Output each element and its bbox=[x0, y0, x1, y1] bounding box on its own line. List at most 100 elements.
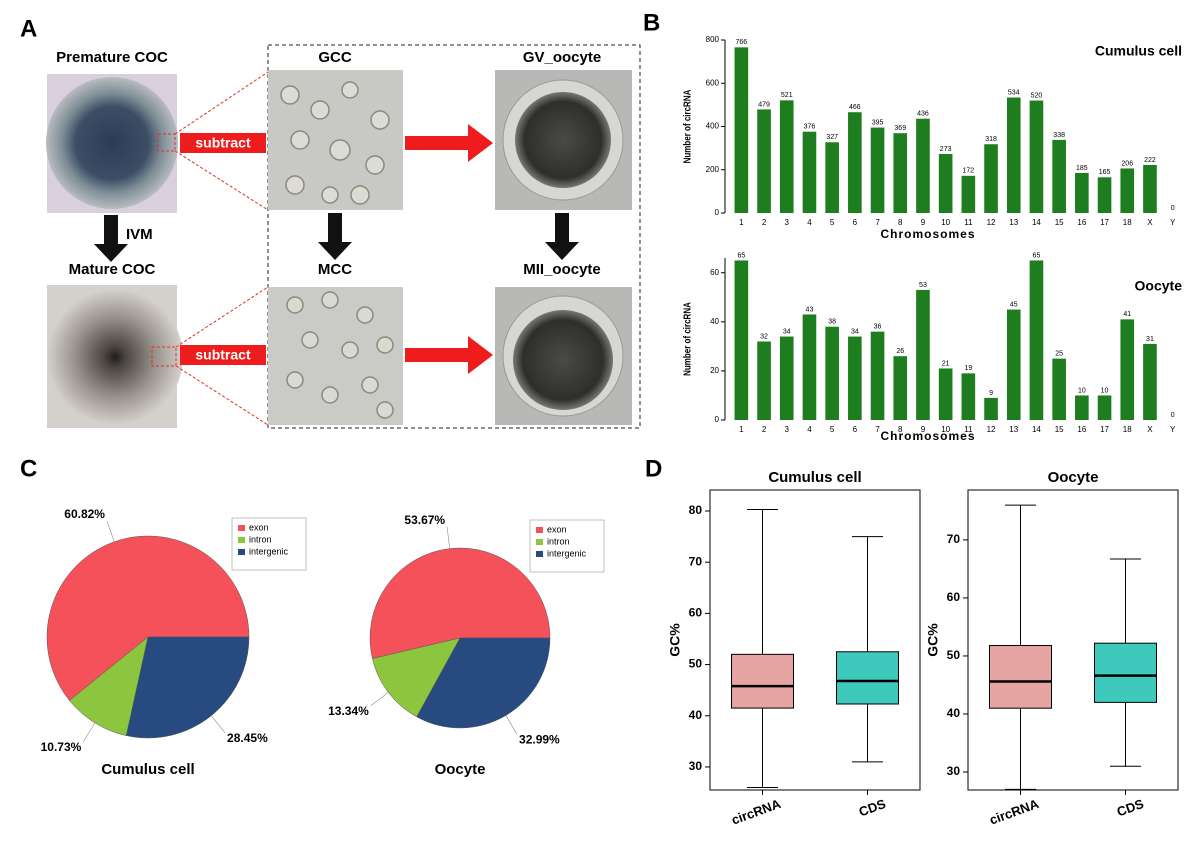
chart-title: Cumulus cell bbox=[768, 469, 861, 486]
x-tick-label: 5 bbox=[830, 218, 835, 227]
bar bbox=[848, 336, 862, 420]
leader bbox=[446, 526, 450, 549]
bar bbox=[1052, 139, 1066, 213]
box bbox=[731, 653, 794, 709]
x-tick-label: 8 bbox=[898, 218, 903, 227]
y-tick-label: 800 bbox=[706, 35, 720, 44]
value-label: 766 bbox=[736, 39, 748, 46]
x-tick-label: 15 bbox=[1055, 218, 1064, 227]
label: GV_oocyte bbox=[523, 49, 601, 66]
y-tick-label: 50 bbox=[947, 648, 961, 662]
bar bbox=[757, 109, 771, 213]
label: Mature COC bbox=[69, 261, 156, 278]
panel-label: A bbox=[20, 15, 37, 42]
value-label: 273 bbox=[940, 146, 952, 153]
x-tick-label: 6 bbox=[853, 425, 858, 434]
value-label: 32 bbox=[760, 333, 768, 340]
value-label: 466 bbox=[849, 104, 861, 111]
legend-label: exon bbox=[547, 524, 567, 534]
value-label: 36 bbox=[874, 323, 882, 330]
leader bbox=[106, 520, 115, 542]
bar bbox=[1120, 319, 1135, 420]
x-tick-label: 18 bbox=[1123, 218, 1132, 227]
legend-label: intergenic bbox=[249, 546, 289, 556]
value-label: 60.82% bbox=[64, 507, 105, 521]
panel-label: C bbox=[20, 455, 37, 482]
subtract-box bbox=[180, 345, 266, 365]
y-tick-label: 200 bbox=[706, 165, 720, 174]
bar bbox=[870, 331, 885, 420]
x-tick-label: 11 bbox=[964, 218, 973, 227]
image-cell bbox=[47, 289, 183, 425]
value-label: 0 bbox=[1171, 412, 1175, 419]
x-tick-label: Y bbox=[1170, 218, 1176, 227]
value-label: 376 bbox=[804, 124, 816, 131]
y-tick-label: 60 bbox=[689, 606, 703, 620]
y-tick-label: 0 bbox=[715, 415, 720, 424]
bar bbox=[779, 336, 794, 420]
value-label: 26 bbox=[896, 348, 904, 355]
pie-slice bbox=[125, 636, 250, 739]
value-label: 10.73% bbox=[41, 740, 82, 754]
bar bbox=[938, 368, 953, 420]
x-tick-label: 17 bbox=[1100, 425, 1109, 434]
x-tick-label: 2 bbox=[762, 425, 767, 434]
y-tick-label: 50 bbox=[689, 657, 703, 671]
bar bbox=[961, 175, 976, 213]
value-label: 206 bbox=[1121, 160, 1133, 167]
x-tick-label: 5 bbox=[830, 425, 835, 434]
x-tick-label: 9 bbox=[921, 218, 926, 227]
bar bbox=[984, 397, 998, 420]
value-label: 318 bbox=[985, 136, 997, 143]
value-label: 38 bbox=[828, 319, 836, 326]
value-label: 0 bbox=[1171, 205, 1175, 212]
bar bbox=[1097, 395, 1112, 420]
x-tick-label: 18 bbox=[1123, 425, 1132, 434]
bar bbox=[893, 356, 908, 420]
plot-frame bbox=[709, 489, 921, 791]
value-label: 479 bbox=[758, 101, 770, 108]
label: IVM bbox=[126, 226, 153, 243]
bar bbox=[734, 47, 749, 213]
value-label: 43 bbox=[806, 306, 814, 313]
label: MCC bbox=[318, 261, 352, 278]
x-tick-label: 14 bbox=[1032, 218, 1041, 227]
cells bbox=[286, 291, 394, 419]
pie-slice bbox=[46, 535, 250, 701]
bar bbox=[1143, 164, 1157, 213]
value-label: 436 bbox=[917, 111, 929, 118]
y-tick-label: 70 bbox=[689, 554, 703, 568]
x-tick-label: 1 bbox=[739, 218, 744, 227]
panel-label: B bbox=[643, 9, 660, 36]
x-tick-label: 10 bbox=[941, 218, 950, 227]
y-tick-label: 20 bbox=[710, 366, 719, 375]
y-tick-label: 40 bbox=[947, 706, 961, 720]
x-tick-label: 4 bbox=[807, 218, 812, 227]
bar bbox=[757, 341, 771, 420]
bar bbox=[1097, 177, 1112, 213]
value-label: 369 bbox=[894, 125, 906, 132]
bar bbox=[984, 144, 998, 213]
bar bbox=[802, 131, 817, 213]
x-tick-label: CDS bbox=[857, 796, 888, 820]
bar bbox=[1052, 358, 1066, 420]
x-tick-label: 1 bbox=[739, 425, 744, 434]
x-tick-label: Y bbox=[1170, 425, 1176, 434]
zoom-lines bbox=[151, 71, 269, 426]
y-axis-label: GC% bbox=[925, 623, 941, 657]
y-tick-label: 40 bbox=[689, 708, 703, 722]
x-tick-label: 13 bbox=[1009, 218, 1018, 227]
bar bbox=[802, 314, 817, 420]
y-axis-label: Number of circRNA bbox=[682, 302, 693, 376]
y-axis-label: GC% bbox=[667, 623, 683, 657]
x-tick-label: 7 bbox=[875, 218, 880, 227]
value-label: 41 bbox=[1123, 311, 1131, 318]
value-label: 45 bbox=[1010, 301, 1018, 308]
x-tick-label: circRNA bbox=[729, 796, 783, 828]
x-tick-label: 16 bbox=[1077, 425, 1086, 434]
y-tick-label: 400 bbox=[706, 122, 720, 131]
x-tick-label: 11 bbox=[964, 425, 973, 434]
bar bbox=[825, 142, 839, 213]
box bbox=[989, 645, 1052, 709]
chart-title: Oocyte bbox=[1048, 469, 1099, 486]
